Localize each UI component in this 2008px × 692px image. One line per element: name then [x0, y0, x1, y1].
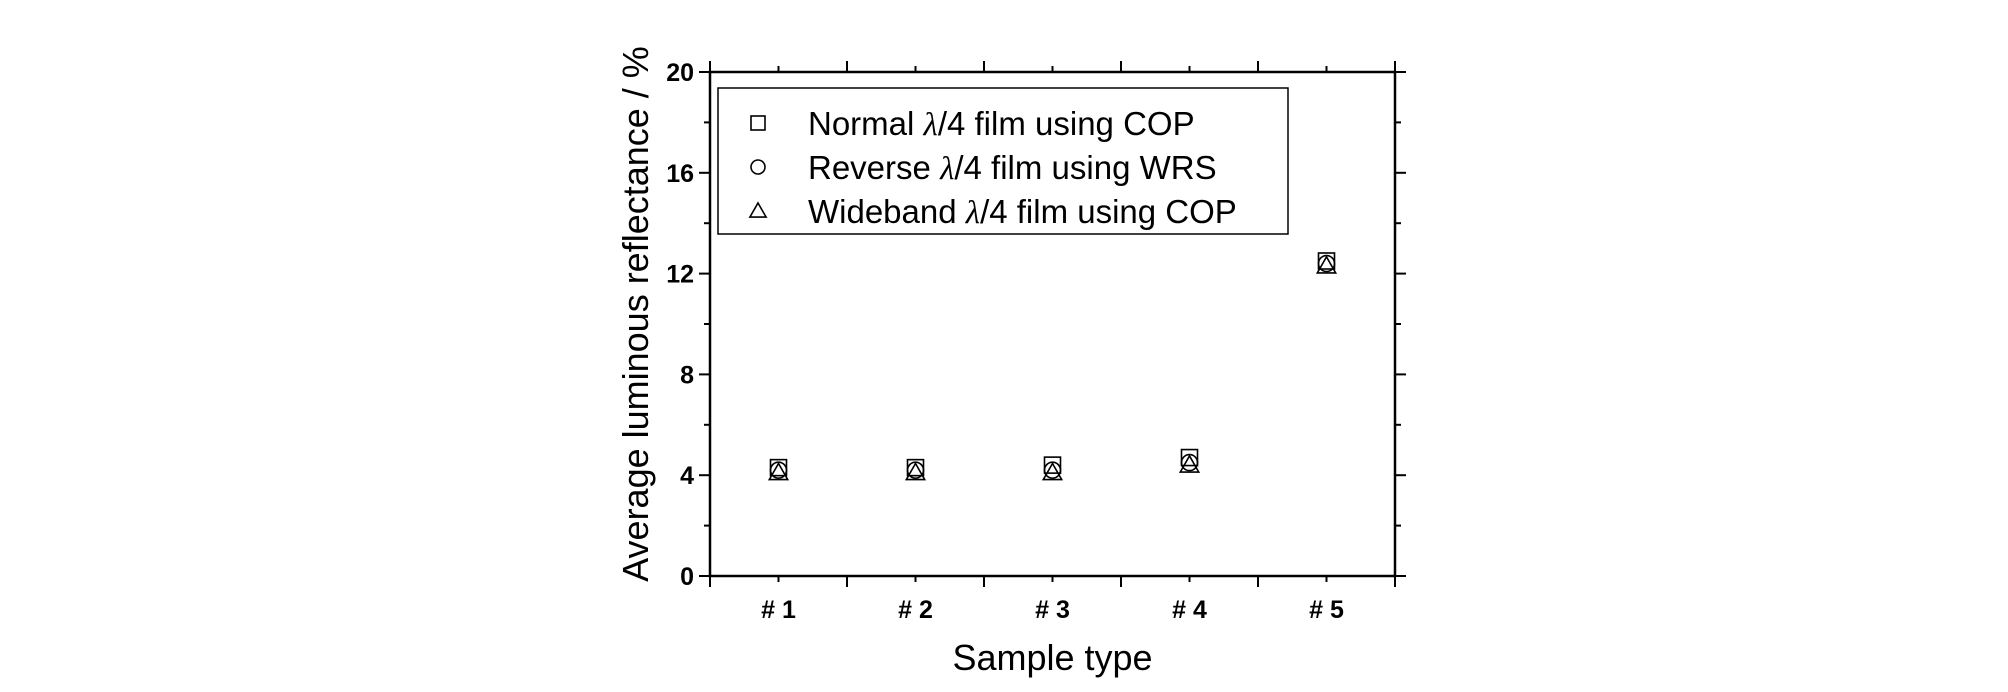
x-tick-label: # 1 [761, 596, 796, 624]
y-tick-label: 8 [680, 361, 694, 389]
y-tick-label: 4 [680, 462, 694, 490]
y-axis-title: Average luminous reflectance / % [615, 46, 656, 582]
legend-box [717, 87, 1289, 235]
x-axis-title: Sample type [952, 637, 1152, 678]
y-tick-label: 20 [666, 59, 694, 87]
square-marker [1043, 456, 1062, 474]
square-marker [1180, 448, 1199, 467]
triangle-marker [1041, 461, 1064, 481]
legend-label: Wideband λ/4 film using COP [808, 193, 1237, 231]
legend-label: Normal λ/4 film using COP [808, 105, 1195, 143]
legend-triangle-symbol [748, 201, 768, 218]
legend-label: Reverse λ/4 film using WRS [808, 149, 1217, 187]
legend-square-symbol [750, 115, 766, 131]
x-tick-label: # 5 [1309, 596, 1344, 624]
y-tick-label: 16 [666, 160, 694, 188]
legend-circle-symbol [750, 159, 766, 175]
x-tick-label: # 3 [1035, 596, 1070, 624]
x-tick-label: # 2 [898, 596, 933, 624]
x-axis-ticks: # 1 # 2 # 3 # 4 # 5 [709, 61, 1396, 624]
legend: Normal λ/4 film using COP Reverse λ/4 fil… [717, 87, 1289, 235]
y-axis-ticks: 0 4 8 12 16 20 [666, 59, 1406, 591]
triangle-marker [904, 461, 927, 481]
triangle-marker [1178, 454, 1201, 473]
triangle-marker [767, 461, 790, 481]
x-tick-label: # 4 [1172, 596, 1207, 624]
y-tick-label: 12 [666, 261, 694, 289]
y-tick-label: 0 [680, 563, 694, 591]
plot-area-frame [708, 70, 1397, 578]
triangle-marker [1315, 255, 1338, 274]
data-markers [767, 252, 1338, 481]
